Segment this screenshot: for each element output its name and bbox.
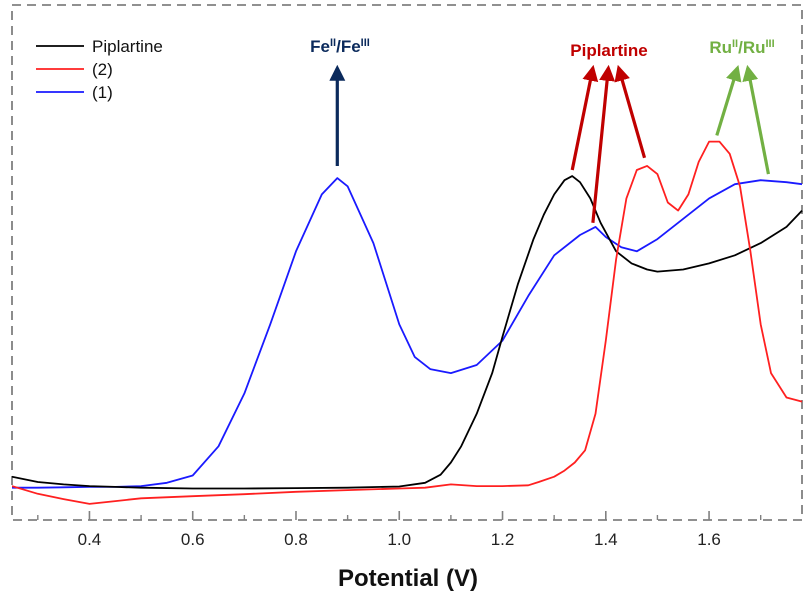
x-tick-label: 1.4 [594,530,618,549]
piplartine-annotation-arrow [614,64,647,159]
x-tick-label: 0.4 [78,530,102,549]
legend-label-2: (2) [92,60,113,79]
legend-label-1: (1) [92,83,113,102]
x-tick-label: 0.6 [181,530,205,549]
plot-frame [11,4,803,521]
ru-annotation-arrow [715,64,742,136]
series-line-2 [12,140,803,505]
x-axis-title: Potential (V) [338,565,478,592]
legend-label-piplartine: Piplartine [92,37,163,56]
legend: Piplartine (2) (1) [36,37,163,102]
ru-annotation-arrow [742,64,771,175]
series-line-1 [12,177,803,489]
annotations: FeII/FeIII Piplartine RuII/RuIII [310,37,775,223]
x-tick-label: 1.6 [697,530,721,549]
piplartine-annotation-label: Piplartine [570,41,647,60]
fe-annotation-label: FeII/FeIII [310,37,370,56]
x-axis: 0.4 0.6 0.8 1.0 1.2 1.4 1.6 [37,511,762,549]
ru-annotation-label: RuII/RuIII [709,38,774,57]
x-tick-label: 0.8 [284,530,308,549]
x-tick-label: 1.2 [491,530,515,549]
series-layer [12,140,803,505]
x-tick-label: 1.0 [387,530,411,549]
piplartine-annotation-arrow [591,64,616,223]
series-line-piplartine [12,175,803,490]
piplartine-annotation-arrow [570,64,599,171]
